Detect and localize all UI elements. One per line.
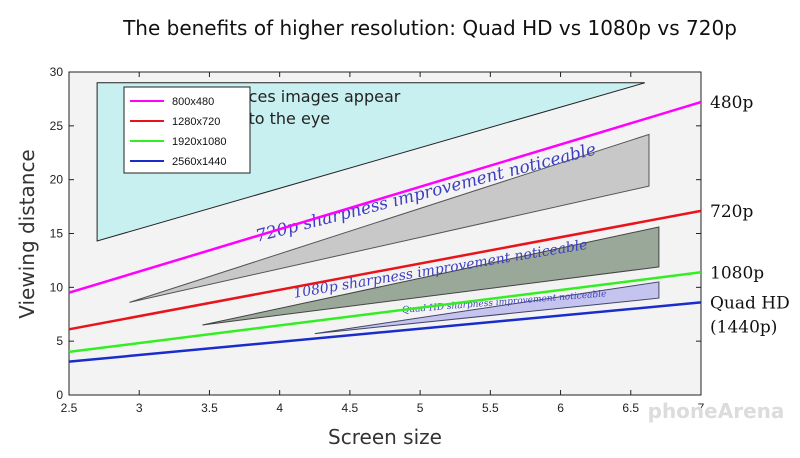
y-tick-label: 0: [56, 388, 63, 402]
legend-label-800x480: 800x480: [172, 96, 214, 108]
y-tick-label: 5: [56, 334, 63, 348]
x-tick-label: 7: [698, 401, 705, 415]
ticks-layer: 2.5 3 3.5 4 4.5 5 5.5 6 6.5 7 0 5 10 15 20 25 30: [50, 65, 705, 415]
legend-label-1920x1080: 1920x1080: [172, 136, 226, 148]
x-tick-label: 3.5: [201, 401, 218, 415]
region-720p-band: [129, 133, 650, 303]
end-label-2560x1440: Quad HD (1440p): [710, 293, 790, 337]
y-tick-label: 10: [50, 280, 64, 294]
x-tick-label: 6: [557, 401, 564, 415]
legend-label-1280x720: 1280x720: [172, 116, 220, 128]
lines-layer: [68, 100, 702, 363]
series-line-2560x1440: [68, 301, 702, 363]
y-tick-label: 30: [50, 65, 64, 79]
y-axis-title: Viewing distance: [15, 149, 39, 319]
legend-label-2560x1440: 2560x1440: [172, 156, 226, 168]
legend: 800x480 1280x720 1920x1080 2560x1440: [123, 86, 251, 174]
y-tick-label: 15: [50, 227, 64, 241]
end-labels-layer: 480p 720p 1080p Quad HD (1440p): [710, 93, 790, 337]
watermark: phoneArena: [648, 399, 785, 423]
y-tick-label: 25: [50, 119, 64, 133]
chart-title: The benefits of higher resolution: Quad …: [122, 16, 737, 40]
end-label-1920x1080: 1080p: [710, 263, 764, 283]
region-quadhd-band: [314, 281, 660, 335]
x-tick-label: 4.5: [342, 401, 359, 415]
end-label-1280x720: 720p: [710, 202, 753, 222]
x-tick-label: 6.5: [622, 401, 639, 415]
x-tick-label: 4: [276, 401, 283, 415]
series-line-1920x1080: [68, 271, 702, 354]
x-tick-label: 2.5: [61, 401, 78, 415]
series-line-1280x720: [68, 209, 702, 331]
y-tick-label: 20: [50, 173, 64, 187]
x-tick-label: 3: [136, 401, 143, 415]
x-tick-label: 5.5: [482, 401, 499, 415]
series-line-800x480: [68, 100, 702, 294]
x-tick-label: 5: [417, 401, 424, 415]
end-label-800x480: 480p: [710, 93, 753, 113]
x-axis-title: Screen size: [328, 425, 442, 449]
region-1080p-band: [202, 226, 660, 326]
